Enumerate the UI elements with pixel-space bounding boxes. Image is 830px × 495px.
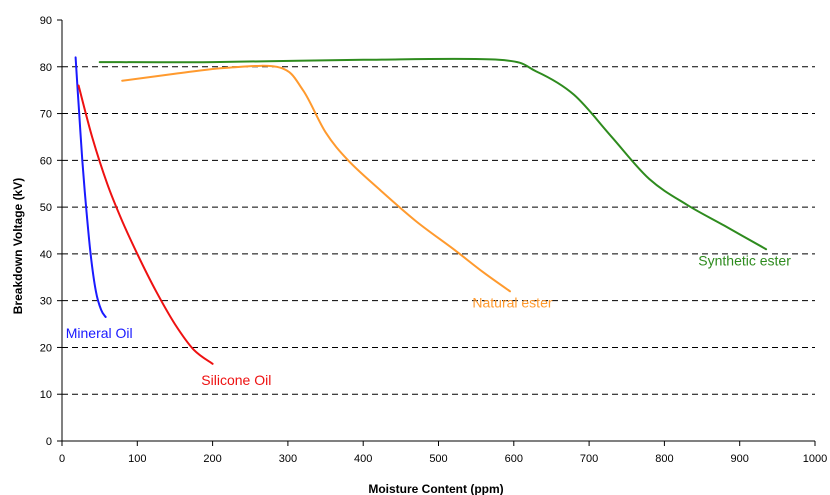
x-tick-label: 700 <box>580 453 598 465</box>
x-tick-label: 400 <box>354 453 372 465</box>
y-tick-label: 40 <box>40 249 52 261</box>
series-line-silicone-oil <box>77 84 214 365</box>
series-label-natural-ester: Natural ester <box>472 295 552 311</box>
x-tick-label: 900 <box>731 453 749 465</box>
x-tick-labels: 0 100 200 300 400 500 600 700 800 900 1000 <box>59 441 827 465</box>
y-tick-label: 10 <box>40 389 52 401</box>
series-label-mineral-oil: Mineral Oil <box>66 325 133 341</box>
y-tick-labels: 0 10 20 30 40 50 60 70 80 90 <box>40 15 62 448</box>
x-tick-label: 800 <box>655 453 673 465</box>
x-tick-label: 600 <box>505 453 523 465</box>
series-lines <box>74 56 768 365</box>
x-tick-label: 500 <box>429 453 447 465</box>
x-tick-label: 100 <box>128 453 146 465</box>
axes <box>61 20 815 442</box>
x-tick-label: 200 <box>203 453 221 465</box>
series-label-synthetic-ester: Synthetic ester <box>698 253 791 269</box>
x-tick-label: 0 <box>59 453 65 465</box>
x-axis-label: Moisture Content (ppm) <box>368 482 503 495</box>
x-tick-label: 1000 <box>803 453 827 465</box>
y-tick-label: 0 <box>46 436 52 448</box>
x-tick-label: 300 <box>279 453 297 465</box>
y-axis-label: Breakdown Voltage (kV) <box>11 178 25 314</box>
y-tick-label: 50 <box>40 202 52 214</box>
y-tick-label: 70 <box>40 109 52 121</box>
series-line-natural-ester <box>121 64 511 293</box>
y-tick-label: 60 <box>40 155 52 167</box>
y-tick-label: 30 <box>40 296 52 308</box>
y-tick-label: 80 <box>40 62 52 74</box>
series-line-mineral-oil <box>74 56 107 318</box>
y-tick-label: 20 <box>40 342 52 354</box>
y-tick-label: 90 <box>40 15 52 27</box>
gridlines <box>62 66 815 395</box>
series-line-synthetic-ester <box>98 57 768 251</box>
series-labels: Mineral Oil Silicone Oil Natural ester Synt… <box>66 253 791 388</box>
series-label-silicone-oil: Silicone Oil <box>201 372 271 388</box>
